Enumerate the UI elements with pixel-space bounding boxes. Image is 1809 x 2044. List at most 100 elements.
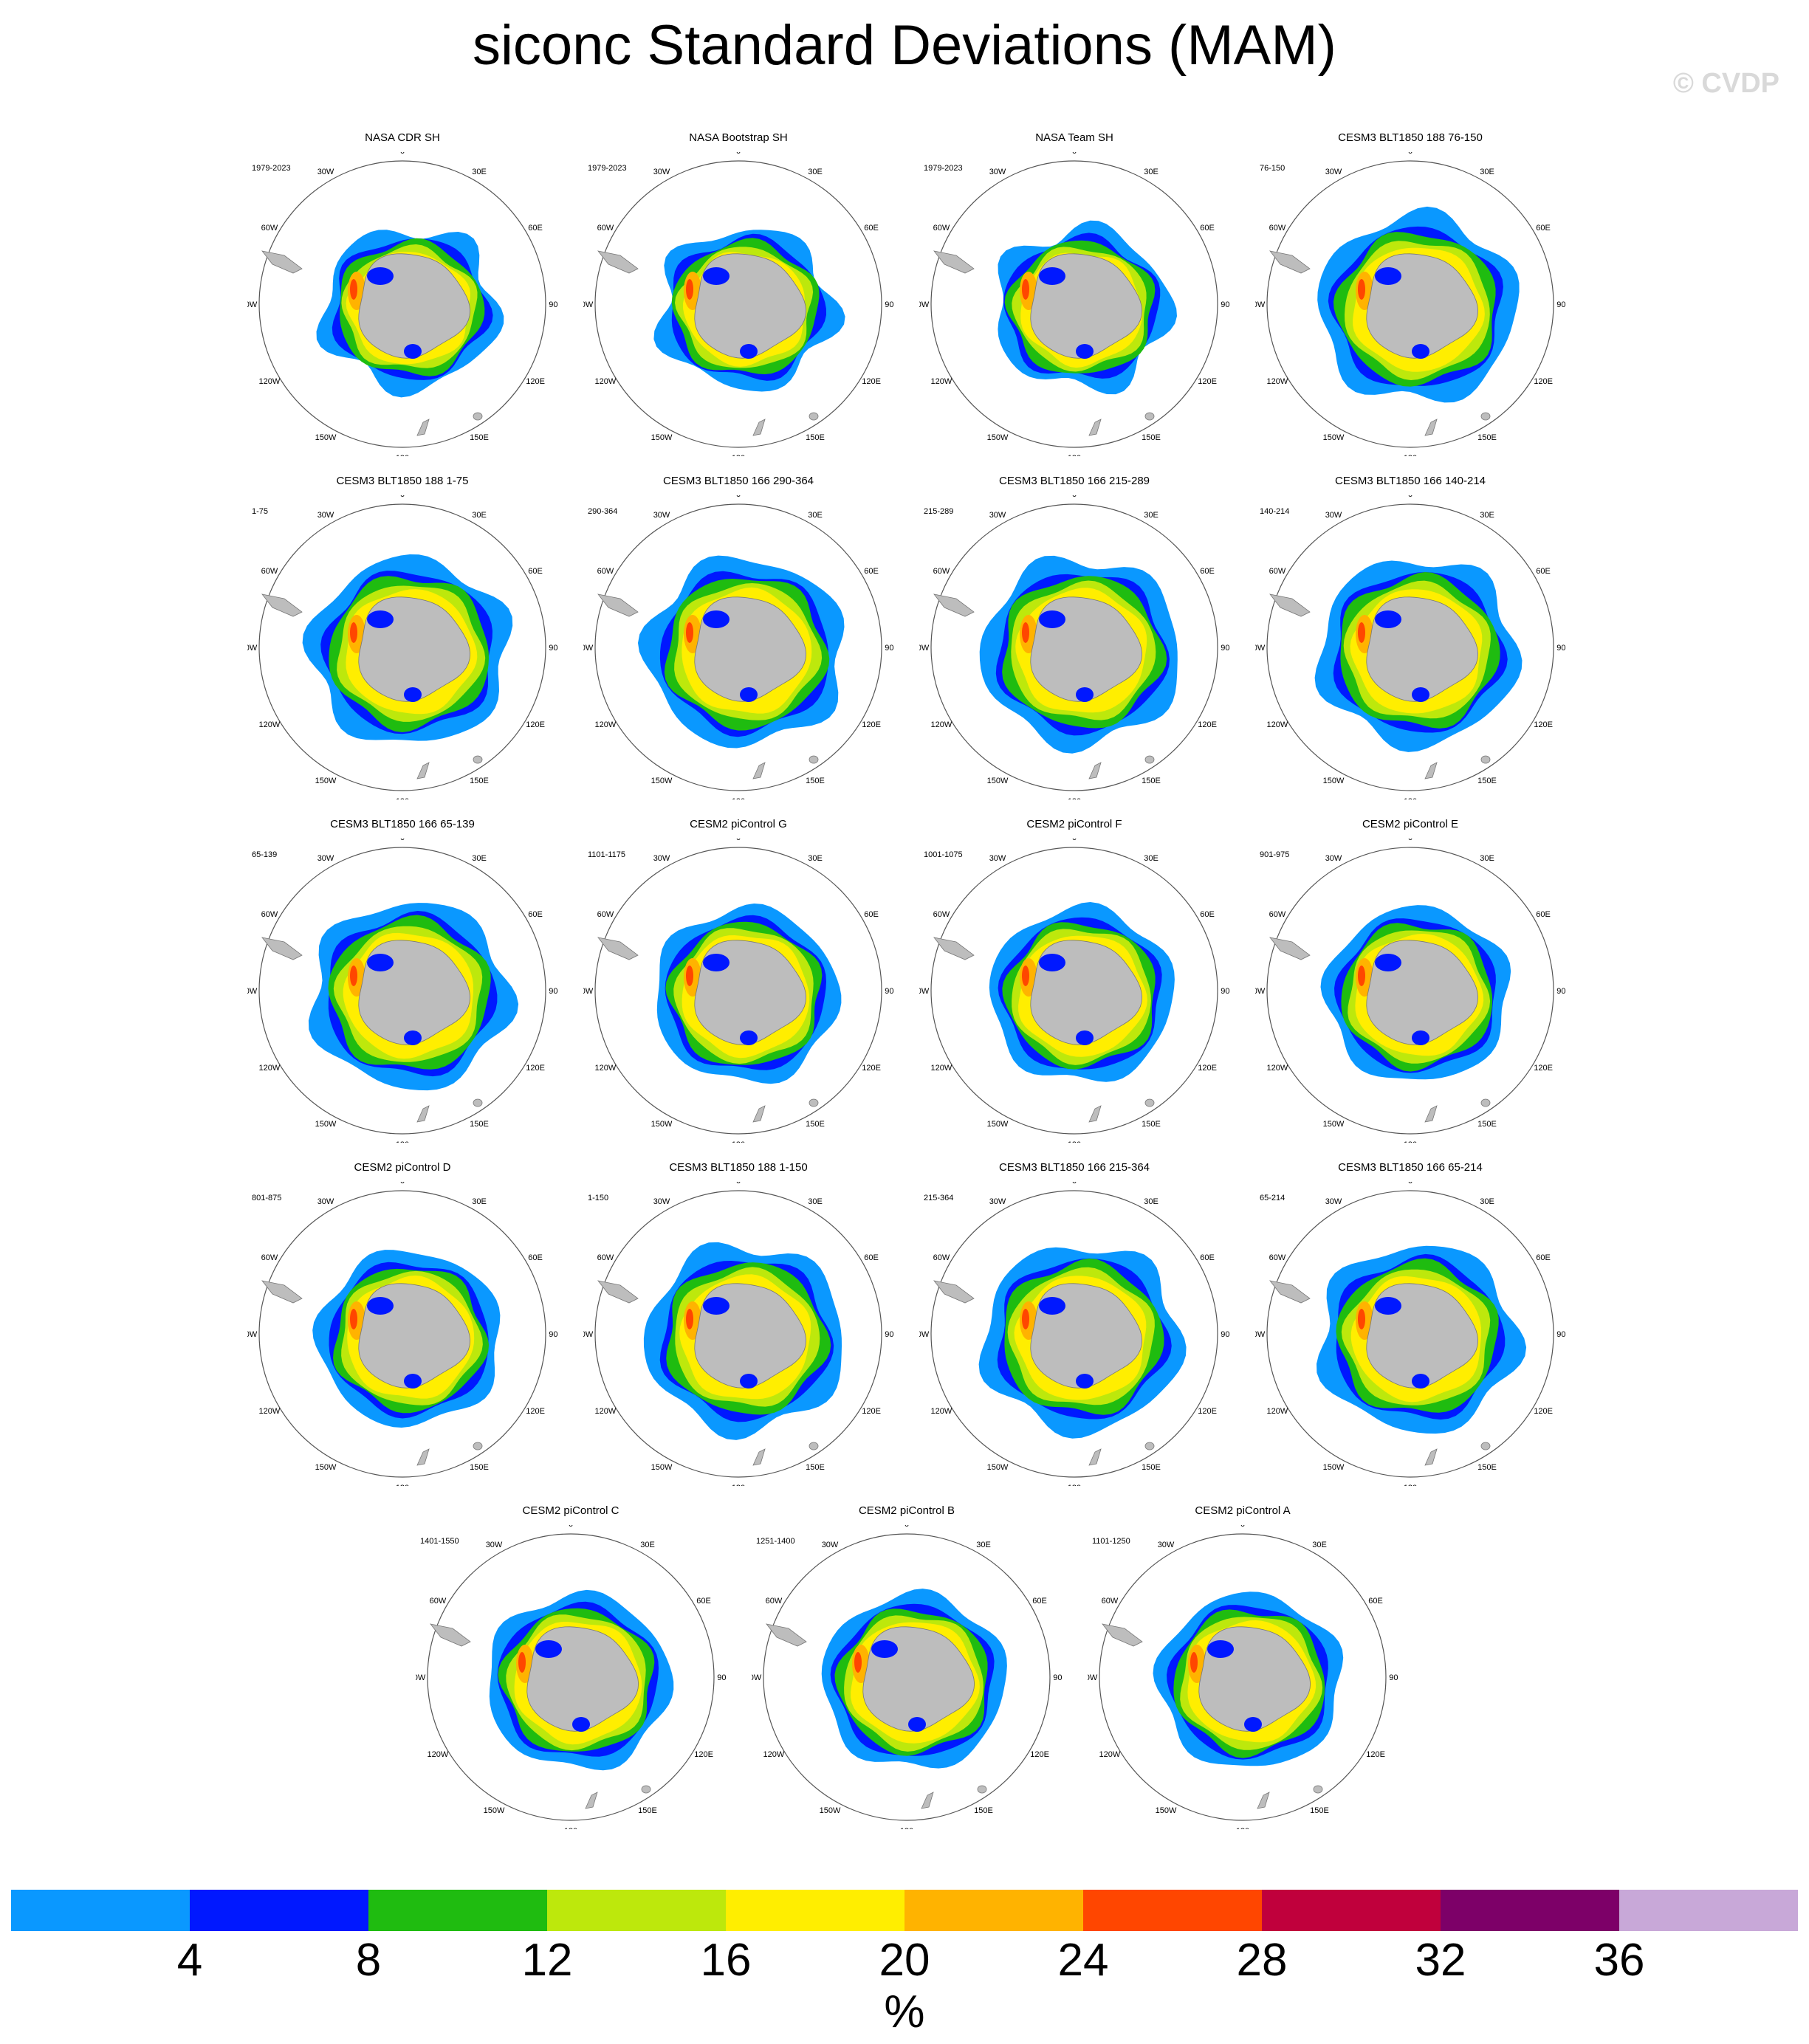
new-zealand-landmass <box>416 419 430 436</box>
longitude-label: 120E <box>1198 1407 1217 1416</box>
panel-years: 140-214 <box>1260 507 1290 516</box>
longitude-label: 90E <box>717 1673 726 1682</box>
south-america-landmass <box>597 937 639 960</box>
longitude-label: 180 <box>396 797 409 799</box>
south-america-landmass <box>1269 593 1311 617</box>
longitude-label: 120W <box>595 720 617 729</box>
longitude-label: 150W <box>315 777 337 785</box>
panel-title: CESM2 piControl B <box>858 1504 955 1517</box>
longitude-label: 180 <box>1068 454 1081 456</box>
tasmania-landmass <box>809 1442 819 1451</box>
longitude-label: 60E <box>1200 567 1215 576</box>
weddell-sea <box>1375 267 1401 285</box>
longitude-label: 120E <box>526 1064 545 1073</box>
new-zealand-landmass <box>1088 1105 1102 1123</box>
south-america-landmass <box>766 1623 807 1647</box>
longitude-label: 150W <box>315 433 337 442</box>
longitude-label: 120W <box>259 720 281 729</box>
high-variability-patch <box>1022 1309 1029 1329</box>
map-panel: CESM2 piControl G 1101-1175 0 30E 60E 90E 120E… <box>583 818 893 1143</box>
longitude-label: 60E <box>864 224 879 233</box>
ross-sea <box>404 344 422 359</box>
longitude-label: 150E <box>638 1806 657 1815</box>
polar-map: 0 30E 60E 90E 120E 150E 180 150W 120W 90W 60W 30W <box>247 839 557 1143</box>
map-panel: CESM2 piControl B 1251-1400 0 30E 60E 90E 120E… <box>752 1504 1062 1829</box>
longitude-label: 0 <box>1072 839 1077 842</box>
colorbar-box <box>904 1890 1083 1931</box>
longitude-label: 60E <box>528 224 543 233</box>
longitude-label: 30E <box>976 1541 991 1549</box>
longitude-label: 120W <box>1267 1064 1288 1073</box>
south-america-landmass <box>597 593 639 617</box>
panel-title: CESM3 BLT1850 166 65-139 <box>330 818 475 830</box>
longitude-label: 120E <box>862 1407 881 1416</box>
longitude-label: 0 <box>1072 495 1077 499</box>
panel-years: 1-150 <box>588 1194 609 1202</box>
longitude-label: 150E <box>1142 777 1161 785</box>
panel-years: 215-364 <box>924 1194 954 1202</box>
longitude-label: 90E <box>1053 1673 1062 1682</box>
longitude-label: 30E <box>472 1197 487 1206</box>
colorbar-box <box>547 1890 726 1931</box>
longitude-label: 60E <box>528 910 543 919</box>
longitude-label: 150W <box>987 433 1009 442</box>
map-panel: CESM3 BLT1850 188 76-150 76-150 0 30E 60E 90E… <box>1255 131 1565 456</box>
longitude-label: 60W <box>933 1253 950 1262</box>
south-america-landmass <box>597 1280 639 1304</box>
longitude-label: 120W <box>1267 720 1288 729</box>
longitude-label: 30W <box>1325 511 1342 520</box>
longitude-label: 90E <box>1556 1330 1565 1339</box>
south-america-landmass <box>261 250 303 274</box>
longitude-label: 120E <box>1366 1750 1385 1759</box>
longitude-label: 90W <box>583 300 594 309</box>
new-zealand-landmass <box>1424 762 1438 780</box>
weddell-sea <box>1039 954 1065 971</box>
longitude-label: 180 <box>732 1484 745 1486</box>
colorbar-box <box>1262 1890 1441 1931</box>
longitude-label: 0 <box>904 1525 909 1529</box>
panel-title: CESM2 piControl C <box>522 1504 619 1517</box>
longitude-label: 120E <box>1198 1064 1217 1073</box>
polar-map: 0 30E 60E 90E 120E 150E 180 150W 120W 90W 60W 30W <box>919 152 1229 456</box>
longitude-label: 180 <box>396 454 409 456</box>
longitude-label: 0 <box>736 495 741 499</box>
longitude-label: 30E <box>1144 168 1158 176</box>
polar-map: 0 30E 60E 90E 120E 150E 180 150W 120W 90W 60W 30W <box>1255 152 1565 456</box>
high-variability-patch <box>686 279 693 300</box>
longitude-label: 150E <box>1142 433 1161 442</box>
longitude-label: 90E <box>549 1330 557 1339</box>
high-variability-patch <box>350 279 357 300</box>
longitude-label: 90W <box>247 300 258 309</box>
longitude-label: 90W <box>919 300 930 309</box>
longitude-label: 120E <box>1534 1064 1553 1073</box>
longitude-label: 60E <box>864 1253 879 1262</box>
longitude-label: 60W <box>1102 1597 1119 1606</box>
longitude-label: 120E <box>526 377 545 386</box>
south-america-landmass <box>1269 250 1311 274</box>
ross-sea <box>1076 1374 1094 1389</box>
south-america-landmass <box>933 250 975 274</box>
longitude-label: 120W <box>595 1064 617 1073</box>
longitude-label: 30W <box>1325 1197 1342 1206</box>
longitude-label: 150E <box>1477 433 1497 442</box>
ross-sea <box>1076 1030 1094 1045</box>
longitude-label: 90E <box>1556 300 1565 309</box>
high-variability-patch <box>518 1652 526 1673</box>
map-panel: CESM2 piControl A 1101-1250 0 30E 60E 90E 120E… <box>1088 1504 1398 1829</box>
longitude-label: 60E <box>1200 910 1215 919</box>
longitude-label: 0 <box>400 839 405 842</box>
weddell-sea <box>703 954 730 971</box>
high-variability-patch <box>686 1309 693 1329</box>
longitude-label: 150W <box>1156 1806 1177 1815</box>
longitude-label: 90E <box>549 987 557 996</box>
longitude-label: 180 <box>1404 797 1417 799</box>
polar-map: 0 30E 60E 90E 120E 150E 180 150W 120W 90W 60W 30W <box>583 495 893 799</box>
longitude-label: 90W <box>583 987 594 996</box>
longitude-label: 60E <box>1536 910 1551 919</box>
longitude-label: 120E <box>1534 1407 1553 1416</box>
longitude-label: 30W <box>989 854 1006 863</box>
tasmania-landmass <box>641 1785 651 1794</box>
colorbar-box <box>1083 1890 1262 1931</box>
tasmania-landmass <box>809 1098 819 1107</box>
south-america-landmass <box>430 1623 471 1647</box>
